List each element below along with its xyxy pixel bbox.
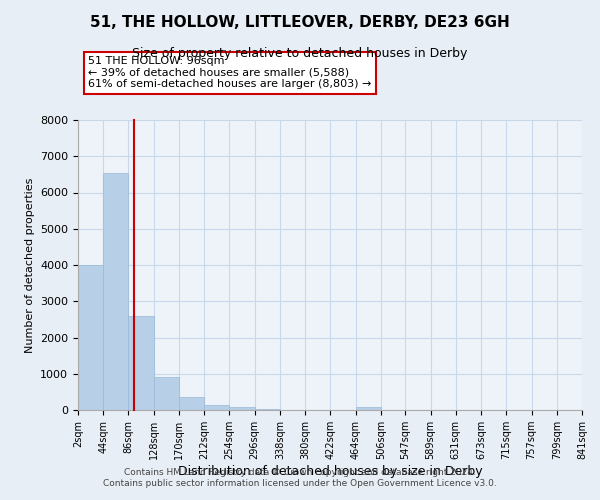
Text: Size of property relative to detached houses in Derby: Size of property relative to detached ho… [133, 48, 467, 60]
Bar [128, 316, 154, 410]
Bar [103, 172, 128, 410]
Bar [204, 404, 229, 410]
Bar [254, 409, 280, 410]
Text: Contains HM Land Registry data © Crown copyright and database right 2024.
Contai: Contains HM Land Registry data © Crown c… [103, 468, 497, 487]
X-axis label: Distribution of detached houses by size in Derby: Distribution of detached houses by size … [178, 465, 482, 478]
Text: 51 THE HOLLOW: 96sqm
← 39% of detached houses are smaller (5,588)
61% of semi-de: 51 THE HOLLOW: 96sqm ← 39% of detached h… [88, 56, 371, 90]
Bar [78, 265, 103, 410]
Bar [154, 378, 179, 410]
Text: 51, THE HOLLOW, LITTLEOVER, DERBY, DE23 6GH: 51, THE HOLLOW, LITTLEOVER, DERBY, DE23 … [90, 15, 510, 30]
Bar [229, 408, 254, 410]
Bar [179, 398, 204, 410]
Y-axis label: Number of detached properties: Number of detached properties [25, 178, 35, 352]
Bar [356, 408, 381, 410]
